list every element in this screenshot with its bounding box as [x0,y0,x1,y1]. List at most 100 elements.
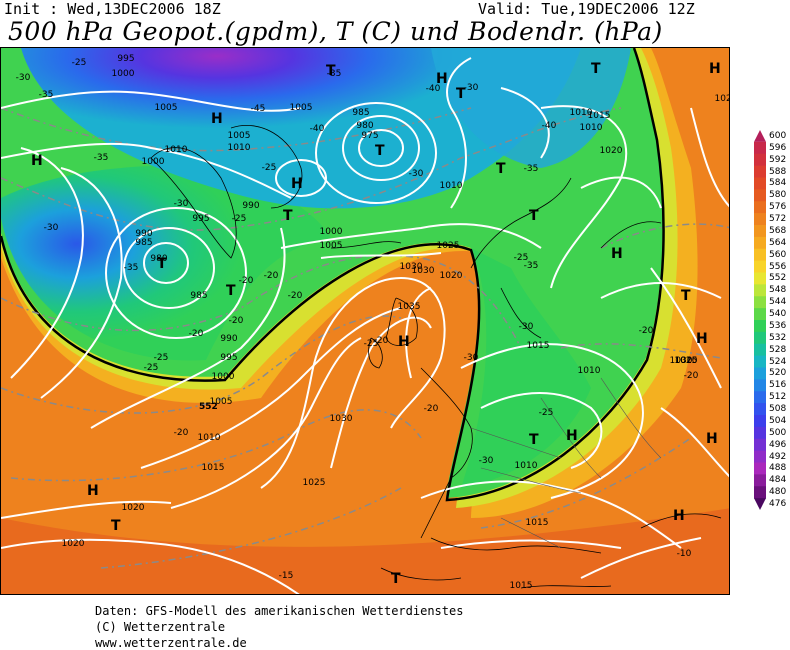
legend-value: 516 [769,380,787,391]
pressure-label: 980 [150,254,167,264]
temperature-label: -20 [174,428,189,438]
pressure-label: 1020 [440,271,463,281]
south-warm-field [1,508,729,594]
temperature-label: -25 [262,163,277,173]
low-marker: T [456,86,466,102]
legend-swatch [754,391,766,404]
pressure-label: 1015 [588,111,611,121]
temperature-label: -35 [94,153,109,163]
pressure-labels: 9951000100510101000100510109859809751005… [62,54,729,591]
pressure-label: 1030 [330,414,353,424]
legend-value: 600 [769,130,787,141]
temperature-label: -25 [539,408,554,418]
legend-value: 588 [769,166,787,177]
legend-value: 508 [769,404,787,415]
temperature-label: -20 [424,404,439,414]
pressure-label: 990 [135,229,152,239]
borders [470,377,662,549]
pressure-label: 1005 [228,131,251,141]
pressure-label: 1010 [228,143,251,153]
pressure-label: 995 [220,353,237,363]
pressure-label: 1010 [515,461,538,471]
legend-value: 480 [769,487,787,498]
legend-swatch [754,426,766,440]
legend-swatch [754,236,766,250]
western-low [1,166,331,361]
footer-copyright: (C) Wetterzentrale [95,620,226,634]
footer-url[interactable]: www.wetterzentrale.de [95,636,247,650]
temperature-label: -25 [364,339,379,349]
contour-552 [1,48,665,502]
legend-swatch [754,343,766,357]
legend-value: 536 [769,320,787,331]
legend-swatch [754,450,766,463]
pressure-label: 1020 [675,356,698,366]
temperature-label: -30 [174,199,189,209]
temperature-label: -25 [144,363,159,373]
legend-value: 484 [769,475,787,486]
legend-swatch [754,272,766,285]
pressure-label: 1030 [400,262,423,272]
pressure-label: 1005 [155,103,178,113]
legend-swatch [754,284,766,297]
temperature-label: -25 [232,214,247,224]
legend-value: 500 [769,427,787,438]
pressure-label: 995 [192,214,209,224]
legend-swatch [754,308,766,321]
legend-swatch [754,296,766,309]
legend-value: 544 [769,297,787,308]
pressure-label: 1000 [142,157,165,167]
temperature-label: -30 [464,353,479,363]
legend-swatch [754,379,766,392]
pressure-label: 1000 [112,69,135,79]
legend-swatch [754,474,766,487]
pressure-label: 1010 [198,433,221,443]
pressure-label: 1015 [527,341,550,351]
legend-swatch [754,331,766,345]
temperature-label: -20 [189,329,204,339]
legend-swatch [754,177,766,190]
temperature-label: -25 [514,253,529,263]
temperature-label: -20 [288,291,303,301]
legend-value: 572 [769,214,787,225]
legend-value: 596 [769,142,787,153]
temperature-label: -25 [154,353,169,363]
pressure-label: 1010 [440,181,463,191]
high-marker: H [291,176,303,192]
low-marker: T [226,283,236,299]
high-marker: H [211,111,223,127]
legend-value: 492 [769,451,787,462]
temperature-label: -30 [519,322,534,332]
pressure-label: 1020 [122,503,145,513]
legend-value: 540 [769,309,787,320]
pressure-label: 1020 [600,146,623,156]
temperature-label: -40 [542,121,557,131]
color-legend [754,130,766,510]
footer-source: Daten: GFS-Modell des amerikanischen Wet… [95,604,464,618]
high-marker: H [673,508,685,524]
legend-value: 532 [769,332,787,343]
legend-swatch [754,438,766,452]
temperature-label: -30 [409,169,424,179]
legend-swatch [754,165,766,178]
map-canvas: H H H H H H H H H H H H T T T T T T T T … [1,48,729,594]
pressure-label: 1030 [670,356,693,366]
northeast-cold [431,48,631,168]
high-marker: H [87,483,99,499]
temperature-label: -10 [677,549,692,559]
isobars [1,57,729,594]
temperature-labels: -30-35-25-45-40-35-30-35-40-30-35-30-25-… [16,58,699,581]
low-marker: T [391,571,401,587]
temperature-label: -30 [479,456,494,466]
high-marker: H [31,153,43,169]
pressure-label: 995 [117,54,134,64]
pressure-label: 1025 [303,478,326,488]
legend-swatch [754,260,766,273]
pressure-label: 1000 [212,372,235,382]
legend-swatch [754,355,766,368]
pressure-label: 985 [190,291,207,301]
pressure-label: 1015 [202,463,225,473]
temperature-label: -20 [684,371,699,381]
pressure-label: 1010 [165,145,188,155]
temperature-label: -20 [639,326,654,336]
